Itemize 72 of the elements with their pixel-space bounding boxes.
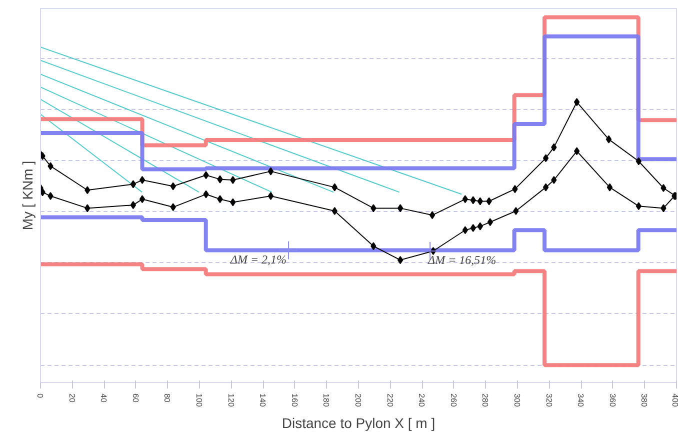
point	[462, 195, 468, 204]
annotation: ΔM = 2,1%	[229, 252, 287, 266]
point	[48, 192, 54, 200]
point	[477, 197, 483, 206]
x-tick-label: 20	[67, 394, 76, 403]
point	[551, 143, 557, 152]
annotation: ΔM = 16,51%	[427, 252, 496, 267]
point	[332, 183, 338, 192]
point	[660, 204, 666, 212]
point	[486, 197, 492, 206]
x-tick-label: 320	[544, 394, 554, 408]
point	[542, 183, 549, 192]
point	[139, 195, 146, 204]
point	[487, 218, 493, 226]
point	[130, 180, 136, 188]
x-tick-label: 120	[226, 394, 236, 408]
point	[470, 224, 476, 232]
x-tick-label: 100	[194, 394, 204, 408]
point	[477, 222, 483, 230]
x-tick-label: 140	[258, 394, 268, 408]
point	[84, 204, 90, 212]
x-tick-label: 0	[36, 394, 44, 398]
x-tick-label: 240	[417, 394, 426, 408]
x-tick-label: 360	[608, 394, 617, 408]
x-tick-label: 220	[385, 394, 394, 408]
x-tick-label: 160	[290, 394, 299, 408]
point	[217, 195, 223, 204]
x-tick-label: 380	[640, 394, 649, 408]
point	[217, 175, 223, 184]
x-tick-label: 60	[130, 394, 140, 403]
point	[636, 157, 642, 166]
point	[48, 162, 54, 170]
point	[513, 206, 519, 215]
point	[512, 185, 518, 194]
point	[660, 184, 666, 192]
point	[203, 171, 209, 180]
point	[332, 206, 338, 215]
x-tick-label: 40	[99, 394, 108, 403]
x-tick-label: 80	[162, 394, 172, 403]
point	[462, 226, 468, 234]
point	[551, 176, 557, 184]
x-tick-label: 300	[512, 394, 522, 408]
point	[370, 242, 376, 250]
point	[268, 192, 274, 200]
y-axis-title: My [ KNm ]	[20, 160, 36, 230]
point	[429, 211, 436, 220]
point	[397, 204, 404, 212]
point	[84, 186, 90, 194]
point	[268, 167, 274, 176]
point	[397, 256, 404, 264]
point	[470, 196, 476, 204]
point	[606, 135, 612, 144]
point	[230, 198, 236, 206]
point	[203, 190, 209, 198]
point	[574, 147, 580, 156]
x-tick-label: 260	[448, 394, 458, 408]
point	[170, 203, 176, 212]
x-tick-label: 400	[670, 394, 678, 408]
point	[130, 201, 136, 210]
point	[574, 98, 580, 106]
x-axis-title: Distance to Pylon X [ m ]	[282, 414, 436, 431]
point	[542, 154, 549, 162]
x-tick-label: 180	[322, 394, 331, 408]
point	[606, 183, 613, 192]
point	[230, 176, 236, 184]
point	[370, 204, 376, 212]
point	[139, 176, 146, 184]
point	[170, 182, 176, 190]
point	[636, 202, 642, 210]
x-tick-label: 340	[576, 394, 586, 408]
x-tick-label: 280	[480, 394, 490, 408]
x-tick-label: 200	[354, 394, 362, 408]
